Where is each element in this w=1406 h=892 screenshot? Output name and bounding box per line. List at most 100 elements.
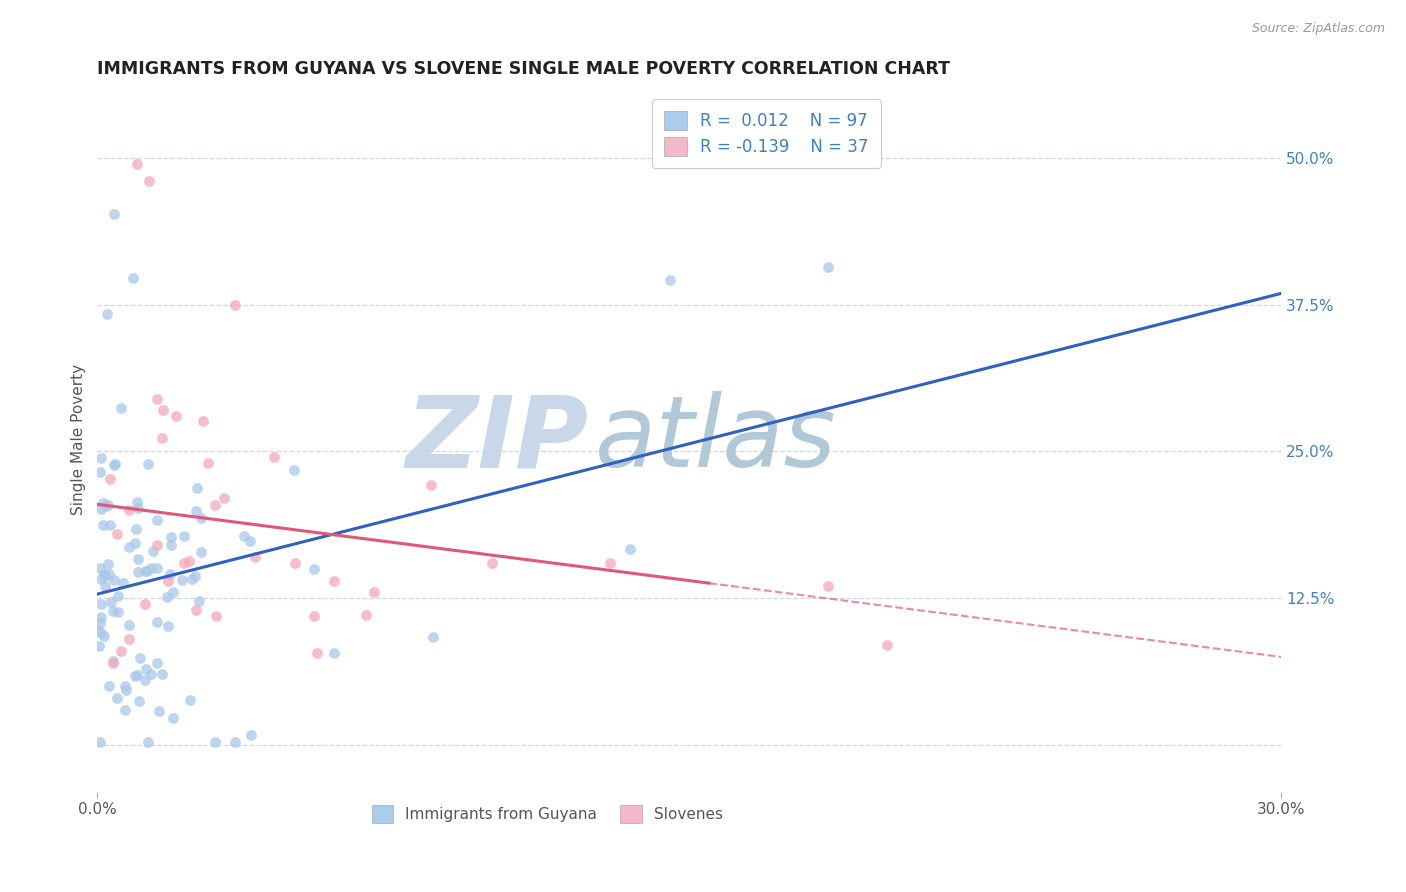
Point — [139, 561, 162, 575]
Point — [284, 556, 307, 570]
Point — [283, 463, 305, 477]
Point — [98, 472, 121, 486]
Point — [190, 511, 212, 525]
Point — [212, 491, 235, 506]
Point — [146, 615, 169, 629]
Point — [817, 579, 839, 593]
Text: ZIP: ZIP — [406, 392, 589, 488]
Text: Source: ZipAtlas.com: Source: ZipAtlas.com — [1251, 22, 1385, 36]
Point — [105, 526, 128, 541]
Point — [127, 501, 149, 516]
Point — [157, 619, 180, 633]
Point — [101, 654, 124, 668]
Point — [142, 544, 165, 558]
Point — [162, 710, 184, 724]
Point — [197, 456, 219, 470]
Point — [145, 538, 167, 552]
Point — [177, 554, 200, 568]
Point — [114, 703, 136, 717]
Point — [146, 561, 169, 575]
Point — [134, 597, 156, 611]
Point — [114, 679, 136, 693]
Point — [136, 564, 159, 578]
Point — [87, 623, 110, 637]
Y-axis label: Single Male Poverty: Single Male Poverty — [72, 364, 86, 516]
Point — [157, 574, 180, 588]
Point — [160, 538, 183, 552]
Point — [184, 603, 207, 617]
Point — [89, 639, 111, 653]
Point — [89, 735, 111, 749]
Point — [224, 298, 246, 312]
Point — [127, 551, 149, 566]
Point — [354, 607, 377, 622]
Point — [93, 629, 115, 643]
Point — [128, 694, 150, 708]
Point — [122, 271, 145, 285]
Point — [162, 585, 184, 599]
Point — [125, 157, 148, 171]
Point — [139, 667, 162, 681]
Point — [103, 207, 125, 221]
Point — [89, 561, 111, 575]
Point — [103, 458, 125, 472]
Point — [186, 481, 208, 495]
Point — [204, 735, 226, 749]
Point — [107, 589, 129, 603]
Point — [101, 656, 124, 670]
Point — [146, 513, 169, 527]
Point — [98, 566, 121, 581]
Point — [304, 562, 326, 576]
Point — [619, 541, 641, 556]
Point — [91, 518, 114, 533]
Point — [363, 585, 385, 599]
Point — [129, 650, 152, 665]
Point — [323, 646, 346, 660]
Point — [98, 518, 121, 533]
Point — [90, 572, 112, 586]
Point — [112, 576, 135, 591]
Point — [150, 666, 173, 681]
Point — [91, 496, 114, 510]
Point — [90, 597, 112, 611]
Point — [90, 502, 112, 516]
Point — [188, 594, 211, 608]
Point — [118, 540, 141, 554]
Point — [97, 557, 120, 571]
Point — [117, 618, 139, 632]
Point — [127, 495, 149, 509]
Point — [307, 646, 329, 660]
Point — [94, 579, 117, 593]
Point — [239, 534, 262, 549]
Point — [98, 679, 121, 693]
Point — [204, 608, 226, 623]
Point — [134, 673, 156, 688]
Point — [420, 477, 443, 491]
Point — [107, 605, 129, 619]
Point — [204, 498, 226, 512]
Point — [90, 610, 112, 624]
Point — [145, 392, 167, 406]
Point — [103, 573, 125, 587]
Point — [135, 662, 157, 676]
Point — [125, 667, 148, 681]
Point — [232, 529, 254, 543]
Point — [191, 414, 214, 428]
Point — [96, 307, 118, 321]
Point — [104, 457, 127, 471]
Point — [165, 409, 187, 424]
Point — [179, 693, 201, 707]
Point — [90, 626, 112, 640]
Point — [876, 638, 898, 652]
Point — [184, 503, 207, 517]
Point — [94, 499, 117, 513]
Point — [155, 590, 177, 604]
Point — [159, 530, 181, 544]
Point — [105, 691, 128, 706]
Point — [118, 632, 141, 647]
Point — [127, 565, 149, 579]
Point — [124, 669, 146, 683]
Point — [323, 574, 346, 588]
Point — [89, 615, 111, 630]
Point — [118, 503, 141, 517]
